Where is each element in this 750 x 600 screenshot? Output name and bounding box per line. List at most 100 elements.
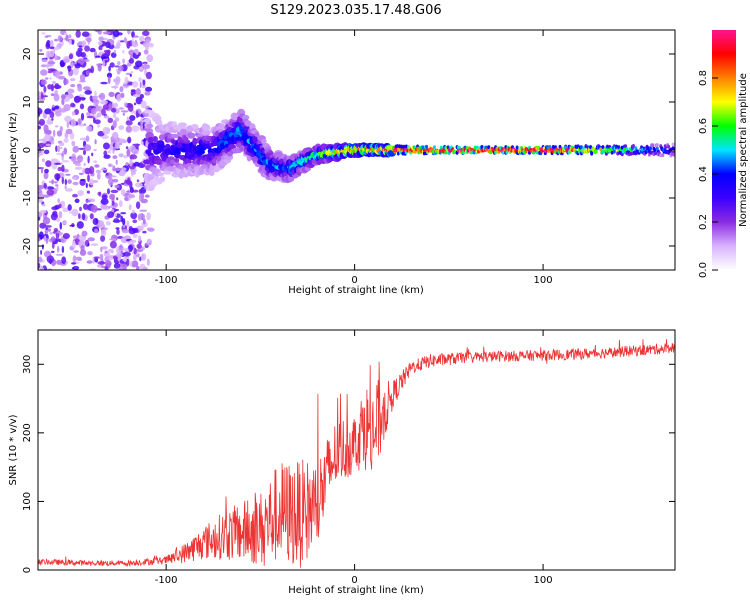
heatmap-cell-634 bbox=[61, 164, 65, 172]
heatmap-cell-864 bbox=[129, 260, 133, 267]
heatmap-cell-499 bbox=[86, 190, 90, 194]
heatmap-cell-655 bbox=[145, 194, 150, 198]
heatmap-cell-855 bbox=[52, 210, 58, 218]
heatmap-cell-53 bbox=[125, 125, 133, 133]
heatmap-cell-882 bbox=[125, 179, 131, 185]
heatmap-cell-809 bbox=[98, 36, 104, 42]
heatmap-cell-570 bbox=[53, 181, 58, 184]
heatmap-cell-686 bbox=[71, 111, 76, 116]
heatmap-cell-624 bbox=[114, 213, 118, 217]
heatmap-cell-852 bbox=[50, 158, 59, 164]
heatmap-cell-560 bbox=[70, 69, 74, 74]
colorbar-tick-label-4: 0.8 bbox=[698, 70, 709, 86]
heatmap-cell-885 bbox=[41, 203, 46, 207]
heatmap-cell-2 bbox=[126, 220, 130, 228]
heatmap-cell-410 bbox=[100, 100, 108, 105]
heatmap-cell-817 bbox=[40, 79, 47, 85]
heatmap-cell-401 bbox=[87, 237, 95, 242]
heatmap-cell-709 bbox=[114, 208, 119, 212]
heatmap-cell-300 bbox=[108, 206, 111, 209]
heatmap-cell-740 bbox=[71, 240, 76, 249]
heatmap-cell-303 bbox=[109, 62, 115, 68]
heatmap-cell-778 bbox=[79, 249, 87, 256]
heatmap-cell-2319 bbox=[580, 145, 583, 150]
heatmap-cell-240 bbox=[87, 251, 93, 256]
heatmap-cell-769 bbox=[75, 256, 82, 261]
heatmap-cell-785 bbox=[69, 132, 75, 140]
heatmap-cell-2059 bbox=[433, 145, 436, 150]
heatmap-cell-496 bbox=[118, 171, 126, 177]
heatmap-cell-877 bbox=[107, 211, 115, 219]
spectrogram-xtick-label-0: -100 bbox=[155, 275, 178, 286]
heatmap-cell-656 bbox=[83, 144, 92, 152]
heatmap-cell-326 bbox=[135, 96, 143, 105]
heatmap-cell-841 bbox=[78, 45, 83, 48]
snr-xtick-label-1: 0 bbox=[351, 575, 357, 586]
heatmap-cell-346 bbox=[65, 173, 71, 176]
heatmap-cell-2415 bbox=[634, 146, 638, 151]
heatmap-cell-268 bbox=[109, 240, 117, 249]
heatmap-cell-109 bbox=[74, 166, 83, 170]
heatmap-cell-530 bbox=[61, 176, 64, 185]
heatmap-cell-898 bbox=[100, 198, 109, 205]
heatmap-cell-858 bbox=[38, 185, 45, 190]
heatmap-cell-460 bbox=[65, 34, 69, 42]
heatmap-cell-830 bbox=[114, 141, 120, 150]
heatmap-cell-2188 bbox=[505, 150, 509, 155]
heatmap-cell-503 bbox=[39, 49, 43, 52]
heatmap-cell-836 bbox=[55, 184, 59, 187]
heatmap-cell-211 bbox=[83, 163, 86, 166]
heatmap-cell-489 bbox=[93, 256, 100, 259]
heatmap-cell-1121 bbox=[193, 166, 201, 171]
heatmap-cell-776 bbox=[133, 253, 137, 261]
heatmap-cell-464 bbox=[108, 257, 113, 261]
heatmap-cell-113 bbox=[118, 125, 125, 130]
heatmap-cell-192 bbox=[45, 237, 49, 244]
heatmap-cell-502 bbox=[98, 95, 105, 98]
heatmap-cell-677 bbox=[100, 56, 109, 59]
heatmap-cell-2407 bbox=[629, 151, 633, 156]
heatmap-cell-1104 bbox=[189, 132, 196, 139]
heatmap-cell-524 bbox=[54, 38, 58, 42]
heatmap-cell-843 bbox=[120, 189, 126, 196]
heatmap-cell-668 bbox=[107, 188, 110, 195]
heatmap-cell-330 bbox=[128, 58, 135, 64]
heatmap-cell-311 bbox=[72, 145, 80, 153]
heatmap-cell-711 bbox=[116, 71, 121, 75]
heatmap-cell-744 bbox=[94, 119, 101, 125]
heatmap-cell-738 bbox=[63, 32, 68, 36]
heatmap-cell-637 bbox=[79, 206, 82, 212]
heatmap-cell-833 bbox=[38, 138, 47, 142]
heatmap-cell-62 bbox=[89, 47, 96, 53]
heatmap-cell-1035 bbox=[174, 147, 181, 155]
heatmap-cell-534 bbox=[83, 203, 89, 210]
heatmap-cell-1163 bbox=[201, 124, 211, 131]
heatmap-cell-803 bbox=[119, 244, 123, 250]
heatmap-cell-571 bbox=[127, 30, 131, 35]
heatmap-cell-506 bbox=[46, 40, 51, 48]
colorbar-tick-label-3: 0.6 bbox=[698, 118, 709, 134]
heatmap-cell-938 bbox=[152, 136, 158, 143]
heatmap-cell-2400 bbox=[625, 147, 629, 152]
heatmap-cell-436 bbox=[143, 49, 149, 55]
heatmap-cell-807 bbox=[55, 70, 61, 79]
heatmap-cell-2464 bbox=[661, 153, 665, 158]
heatmap-cell-454 bbox=[142, 41, 150, 48]
heatmap-cell-737 bbox=[47, 84, 53, 90]
heatmap-cell-419 bbox=[108, 163, 113, 167]
heatmap-cell-717 bbox=[97, 191, 102, 196]
heatmap-cell-800 bbox=[71, 140, 76, 147]
heatmap-cell-427 bbox=[145, 86, 153, 92]
heatmap-cell-538 bbox=[38, 118, 46, 126]
heatmap-cell-620 bbox=[70, 102, 76, 108]
heatmap-cell-398 bbox=[51, 179, 54, 185]
heatmap-cell-153 bbox=[115, 42, 121, 48]
heatmap-cell-409 bbox=[103, 154, 111, 159]
heatmap-cell-371 bbox=[124, 196, 129, 201]
heatmap-cell-834 bbox=[92, 95, 99, 100]
heatmap-cell-492 bbox=[69, 224, 75, 227]
heatmap-cell-699 bbox=[132, 94, 140, 98]
heatmap-cell-566 bbox=[123, 155, 128, 159]
heatmap-cell-497 bbox=[84, 90, 92, 95]
heatmap-cell-498 bbox=[126, 190, 131, 193]
